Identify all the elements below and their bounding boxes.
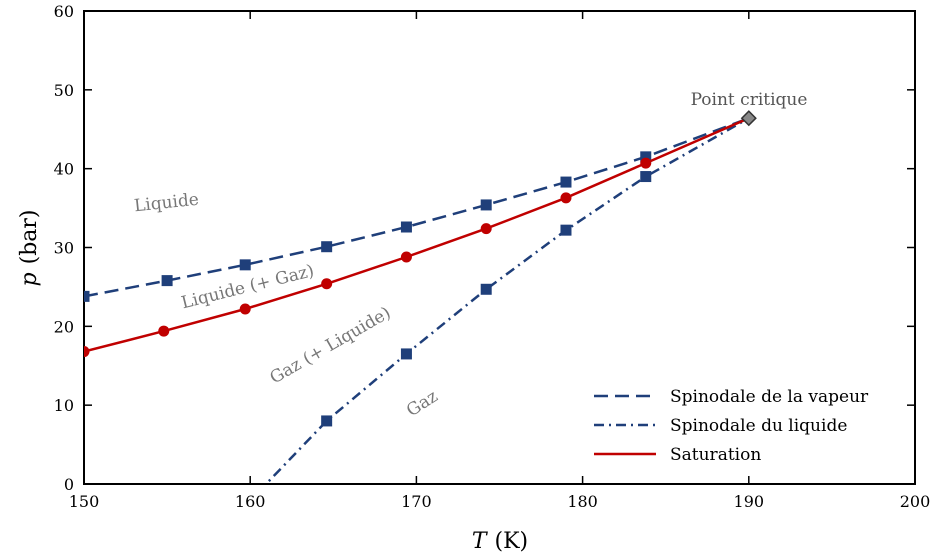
- data-point-square: [400, 221, 412, 233]
- data-point-square: [640, 171, 652, 183]
- legend-label-liquide: Spinodale du liquide: [670, 416, 847, 436]
- x-tick-label: 160: [235, 492, 266, 511]
- data-point-circle: [480, 223, 492, 235]
- data-point-square: [480, 199, 492, 211]
- data-point-square: [400, 348, 412, 360]
- data-point-square: [480, 283, 492, 295]
- data-point-square: [239, 259, 251, 271]
- x-tick-label: 150: [69, 492, 100, 511]
- y-tick-label: 30: [54, 239, 74, 258]
- data-point-circle: [321, 278, 333, 290]
- data-point-square: [84, 290, 90, 302]
- data-point-circle: [640, 157, 652, 169]
- data-point-square: [321, 415, 333, 427]
- data-point-circle: [158, 325, 170, 337]
- data-point-circle: [84, 346, 90, 358]
- y-tick-label: 10: [54, 396, 74, 415]
- legend: Spinodale de la vapeur Spinodale du liqu…: [594, 387, 869, 465]
- x-axis-ticks: 150 160 170 180 190 200: [69, 11, 931, 511]
- plot-frame: [83, 10, 916, 485]
- y-axis-label: p(bar): [17, 210, 42, 287]
- data-point-circle: [400, 251, 412, 263]
- y-tick-label: 60: [54, 2, 74, 21]
- data-point-square: [560, 224, 572, 236]
- data-point-circle: [239, 303, 251, 315]
- y-tick-label: 50: [54, 81, 74, 100]
- x-tick-label: 200: [900, 492, 931, 511]
- data-point-circle: [560, 192, 572, 204]
- series-line-0: [84, 117, 750, 298]
- x-tick-label: 170: [401, 492, 432, 511]
- data-point-square: [640, 151, 652, 163]
- critical-point-label: Point critique: [691, 90, 808, 110]
- series-layer: [84, 117, 750, 484]
- x-tick-label: 190: [734, 492, 765, 511]
- critical-point-marker: [740, 110, 757, 127]
- y-tick-label: 40: [54, 160, 74, 179]
- x-tick-label: 180: [567, 492, 598, 511]
- y-tick-label: 0: [64, 475, 74, 494]
- data-point-square: [161, 275, 173, 287]
- data-point-square: [321, 241, 333, 253]
- y-axis-ticks: 0 10 20 30 40 50 60: [54, 2, 915, 494]
- legend-label-saturation: Saturation: [670, 445, 761, 465]
- y-tick-label: 20: [54, 317, 74, 336]
- x-axis-label: T (K): [472, 529, 528, 554]
- data-point-square: [560, 176, 572, 188]
- legend-label-vapeur: Spinodale de la vapeur: [670, 387, 869, 407]
